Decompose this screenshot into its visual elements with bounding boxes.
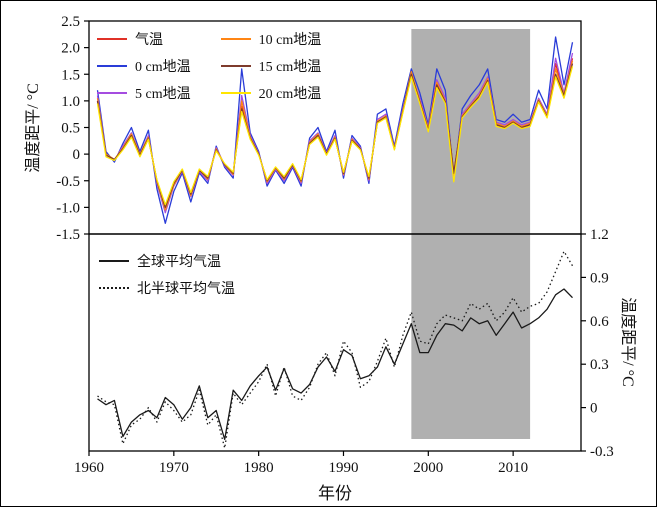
legend-line-swatch xyxy=(220,65,251,67)
y-tick-label-bottom: -0.3 xyxy=(590,444,614,460)
x-tick-label: 1960 xyxy=(74,460,104,476)
y-tick-label-bottom: 0.6 xyxy=(590,314,609,330)
x-tick-label: 1980 xyxy=(244,460,274,476)
legend-label: 20 cm地温 xyxy=(258,87,322,102)
x-tick-label: 2010 xyxy=(498,460,528,476)
bottom-series-line-1 xyxy=(97,250,574,449)
legend-line-swatch xyxy=(97,92,127,94)
legend-top-panel: 气温 0 cm地温 5 cm地温 10 cm地温 15 cm地温 20 cm地温 xyxy=(97,29,321,103)
legend-label: 0 cm地温 xyxy=(135,60,191,75)
legend-item: 0 cm地温 xyxy=(97,56,191,76)
legend-item: 5 cm地温 xyxy=(97,83,191,103)
y-tick-label-top: 0.5 xyxy=(61,121,80,137)
x-axis-label: 年份 xyxy=(318,484,352,503)
legend-item: 全球平均气温 xyxy=(99,251,235,271)
y-tick-label-bottom: 0.9 xyxy=(590,270,609,286)
legend-line-swatch xyxy=(220,92,251,94)
y-tick-label-top: 1.0 xyxy=(61,94,80,110)
y-axis-label-top: 温度距平/ °C xyxy=(25,83,42,173)
y-tick-label-bottom: 1.2 xyxy=(590,227,609,243)
legend-line-swatch xyxy=(220,38,251,40)
legend-label: 15 cm地温 xyxy=(258,60,322,75)
y-tick-label-top: 0 xyxy=(73,147,81,163)
legend-label: 全球平均气温 xyxy=(137,255,221,270)
legend-line-swatch xyxy=(97,38,127,40)
bottom-panel-frame xyxy=(88,233,582,452)
legend-item: 北半球平均气温 xyxy=(99,278,235,298)
legend-bottom-panel: 全球平均气温 北半球平均气温 xyxy=(99,251,235,298)
legend-label: 北半球平均气温 xyxy=(137,282,235,297)
y-tick-label-top: 2.0 xyxy=(61,41,80,57)
legend-line-swatch xyxy=(99,260,129,262)
legend-item: 气温 xyxy=(97,29,191,49)
legend-column-1: 气温 0 cm地温 5 cm地温 xyxy=(97,29,191,103)
bottom-series-line-0 xyxy=(97,288,573,441)
x-tick-label: 1970 xyxy=(159,460,189,476)
legend-label: 5 cm地温 xyxy=(135,87,191,102)
y-tick-label-top: 2.5 xyxy=(61,14,80,30)
legend-item: 20 cm地温 xyxy=(220,83,322,103)
legend-item: 15 cm地温 xyxy=(220,56,322,76)
y-tick-label-top: -1.0 xyxy=(56,200,80,216)
legend-column-2: 10 cm地温 15 cm地温 20 cm地温 xyxy=(220,29,322,103)
legend-line-swatch xyxy=(97,65,127,67)
y-axis-label-bottom: 温度距平/ °C xyxy=(619,297,636,387)
x-tick-label: 2000 xyxy=(413,460,443,476)
top-series-line-5 xyxy=(96,66,574,206)
y-tick-label-top: 1.5 xyxy=(61,67,80,83)
y-tick-label-bottom: 0.3 xyxy=(590,357,609,373)
legend-item: 10 cm地温 xyxy=(220,29,322,49)
legend-label: 10 cm地温 xyxy=(258,33,322,48)
legend-label: 气温 xyxy=(135,33,163,48)
x-tick-label: 1990 xyxy=(328,460,358,476)
y-tick-label-bottom: 0 xyxy=(590,401,598,417)
y-tick-label-top: -1.5 xyxy=(56,227,80,243)
y-tick-label-top: -0.5 xyxy=(56,174,80,190)
top-series-line-1 xyxy=(96,36,574,224)
legend-line-swatch xyxy=(99,287,129,289)
